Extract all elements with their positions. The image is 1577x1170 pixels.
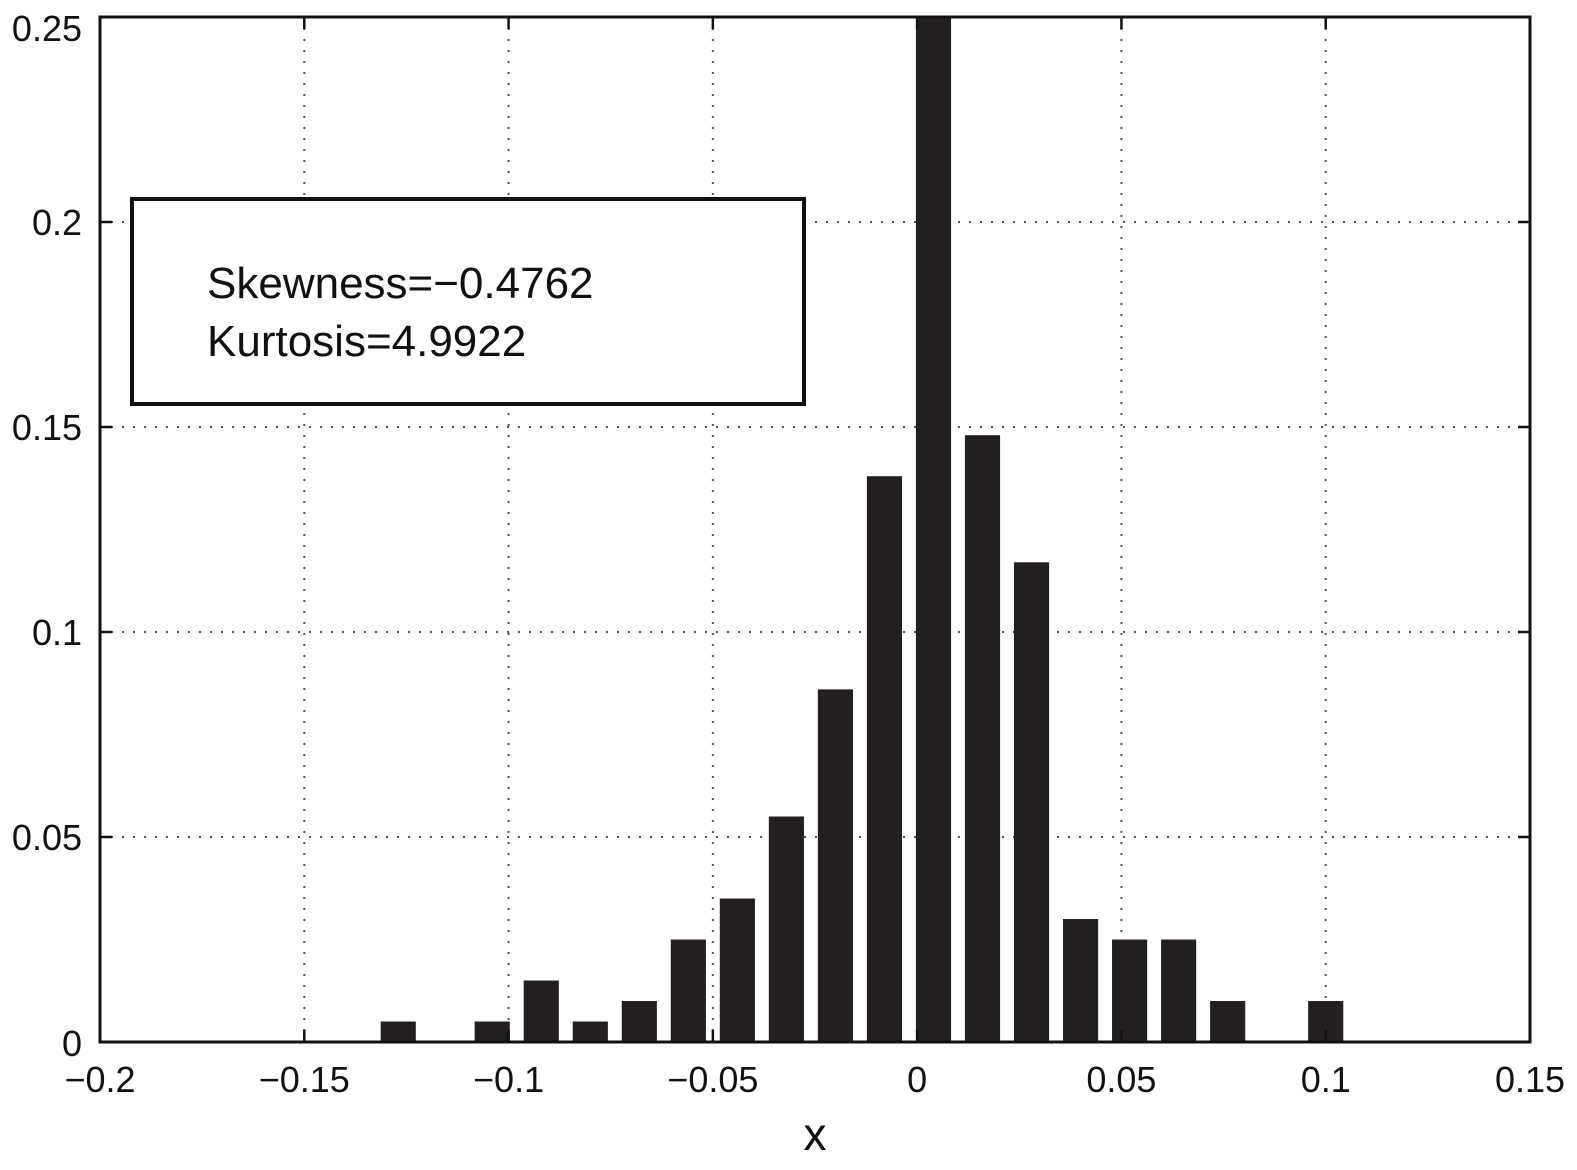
kurtosis-label: Kurtosis=4.9922 [207, 317, 526, 366]
histogram-bar [572, 1021, 608, 1042]
histogram-bar [523, 980, 559, 1042]
stats-annotation: Skewness=−0.4762 Kurtosis=4.9922 [130, 197, 806, 406]
plot-frame [98, 15, 1532, 1044]
histogram-bar [621, 1001, 657, 1042]
histogram-bar [1161, 939, 1197, 1042]
x-tick-labels: −0.2 −0.15 −0.1 −0.05 0 0.05 0.1 0.15 [64, 1059, 1565, 1100]
y-tick-labels: 0 0.05 0.1 0.15 0.2 0.25 [12, 8, 82, 1064]
y-tick-label: 0.2 [32, 202, 82, 243]
x-tick-label: −0.2 [64, 1059, 135, 1100]
x-tick-label: 0.1 [1301, 1059, 1351, 1100]
x-axis-title: x [804, 1108, 827, 1160]
y-tick-label: 0.05 [12, 817, 82, 858]
histogram-bar [474, 1021, 510, 1042]
x-tick-label: −0.05 [667, 1059, 758, 1100]
histogram-bar [964, 435, 1001, 1042]
x-tick-label: −0.1 [473, 1059, 544, 1100]
x-tick-label: 0.05 [1086, 1059, 1156, 1100]
tick-layer [98, 15, 1532, 1044]
x-tick-label: −0.15 [259, 1059, 350, 1100]
histogram-bar [915, 17, 952, 1042]
x-tick-label: 0 [907, 1059, 927, 1100]
histogram-bar [866, 476, 903, 1042]
bar-layer [380, 17, 1344, 1042]
y-tick-label: 0.15 [12, 407, 82, 448]
y-tick-label: 0.25 [12, 8, 82, 49]
histogram-bar [719, 898, 755, 1042]
grid-layer [100, 17, 1530, 1042]
histogram-bar [768, 816, 804, 1042]
histogram-bar [817, 689, 853, 1042]
histogram-bar [1210, 1001, 1246, 1042]
histogram-bar [1063, 919, 1099, 1042]
x-tick-label: 0.15 [1495, 1059, 1565, 1100]
histogram-bar [670, 939, 706, 1042]
skewness-label: Skewness=−0.4762 [207, 259, 594, 308]
y-tick-label: 0 [62, 1023, 82, 1064]
histogram-bar [1013, 562, 1050, 1042]
y-tick-label: 0.1 [32, 612, 82, 653]
histogram-bar [380, 1021, 416, 1042]
stats-annotation-box [130, 197, 806, 406]
histogram-bar [1112, 939, 1148, 1042]
